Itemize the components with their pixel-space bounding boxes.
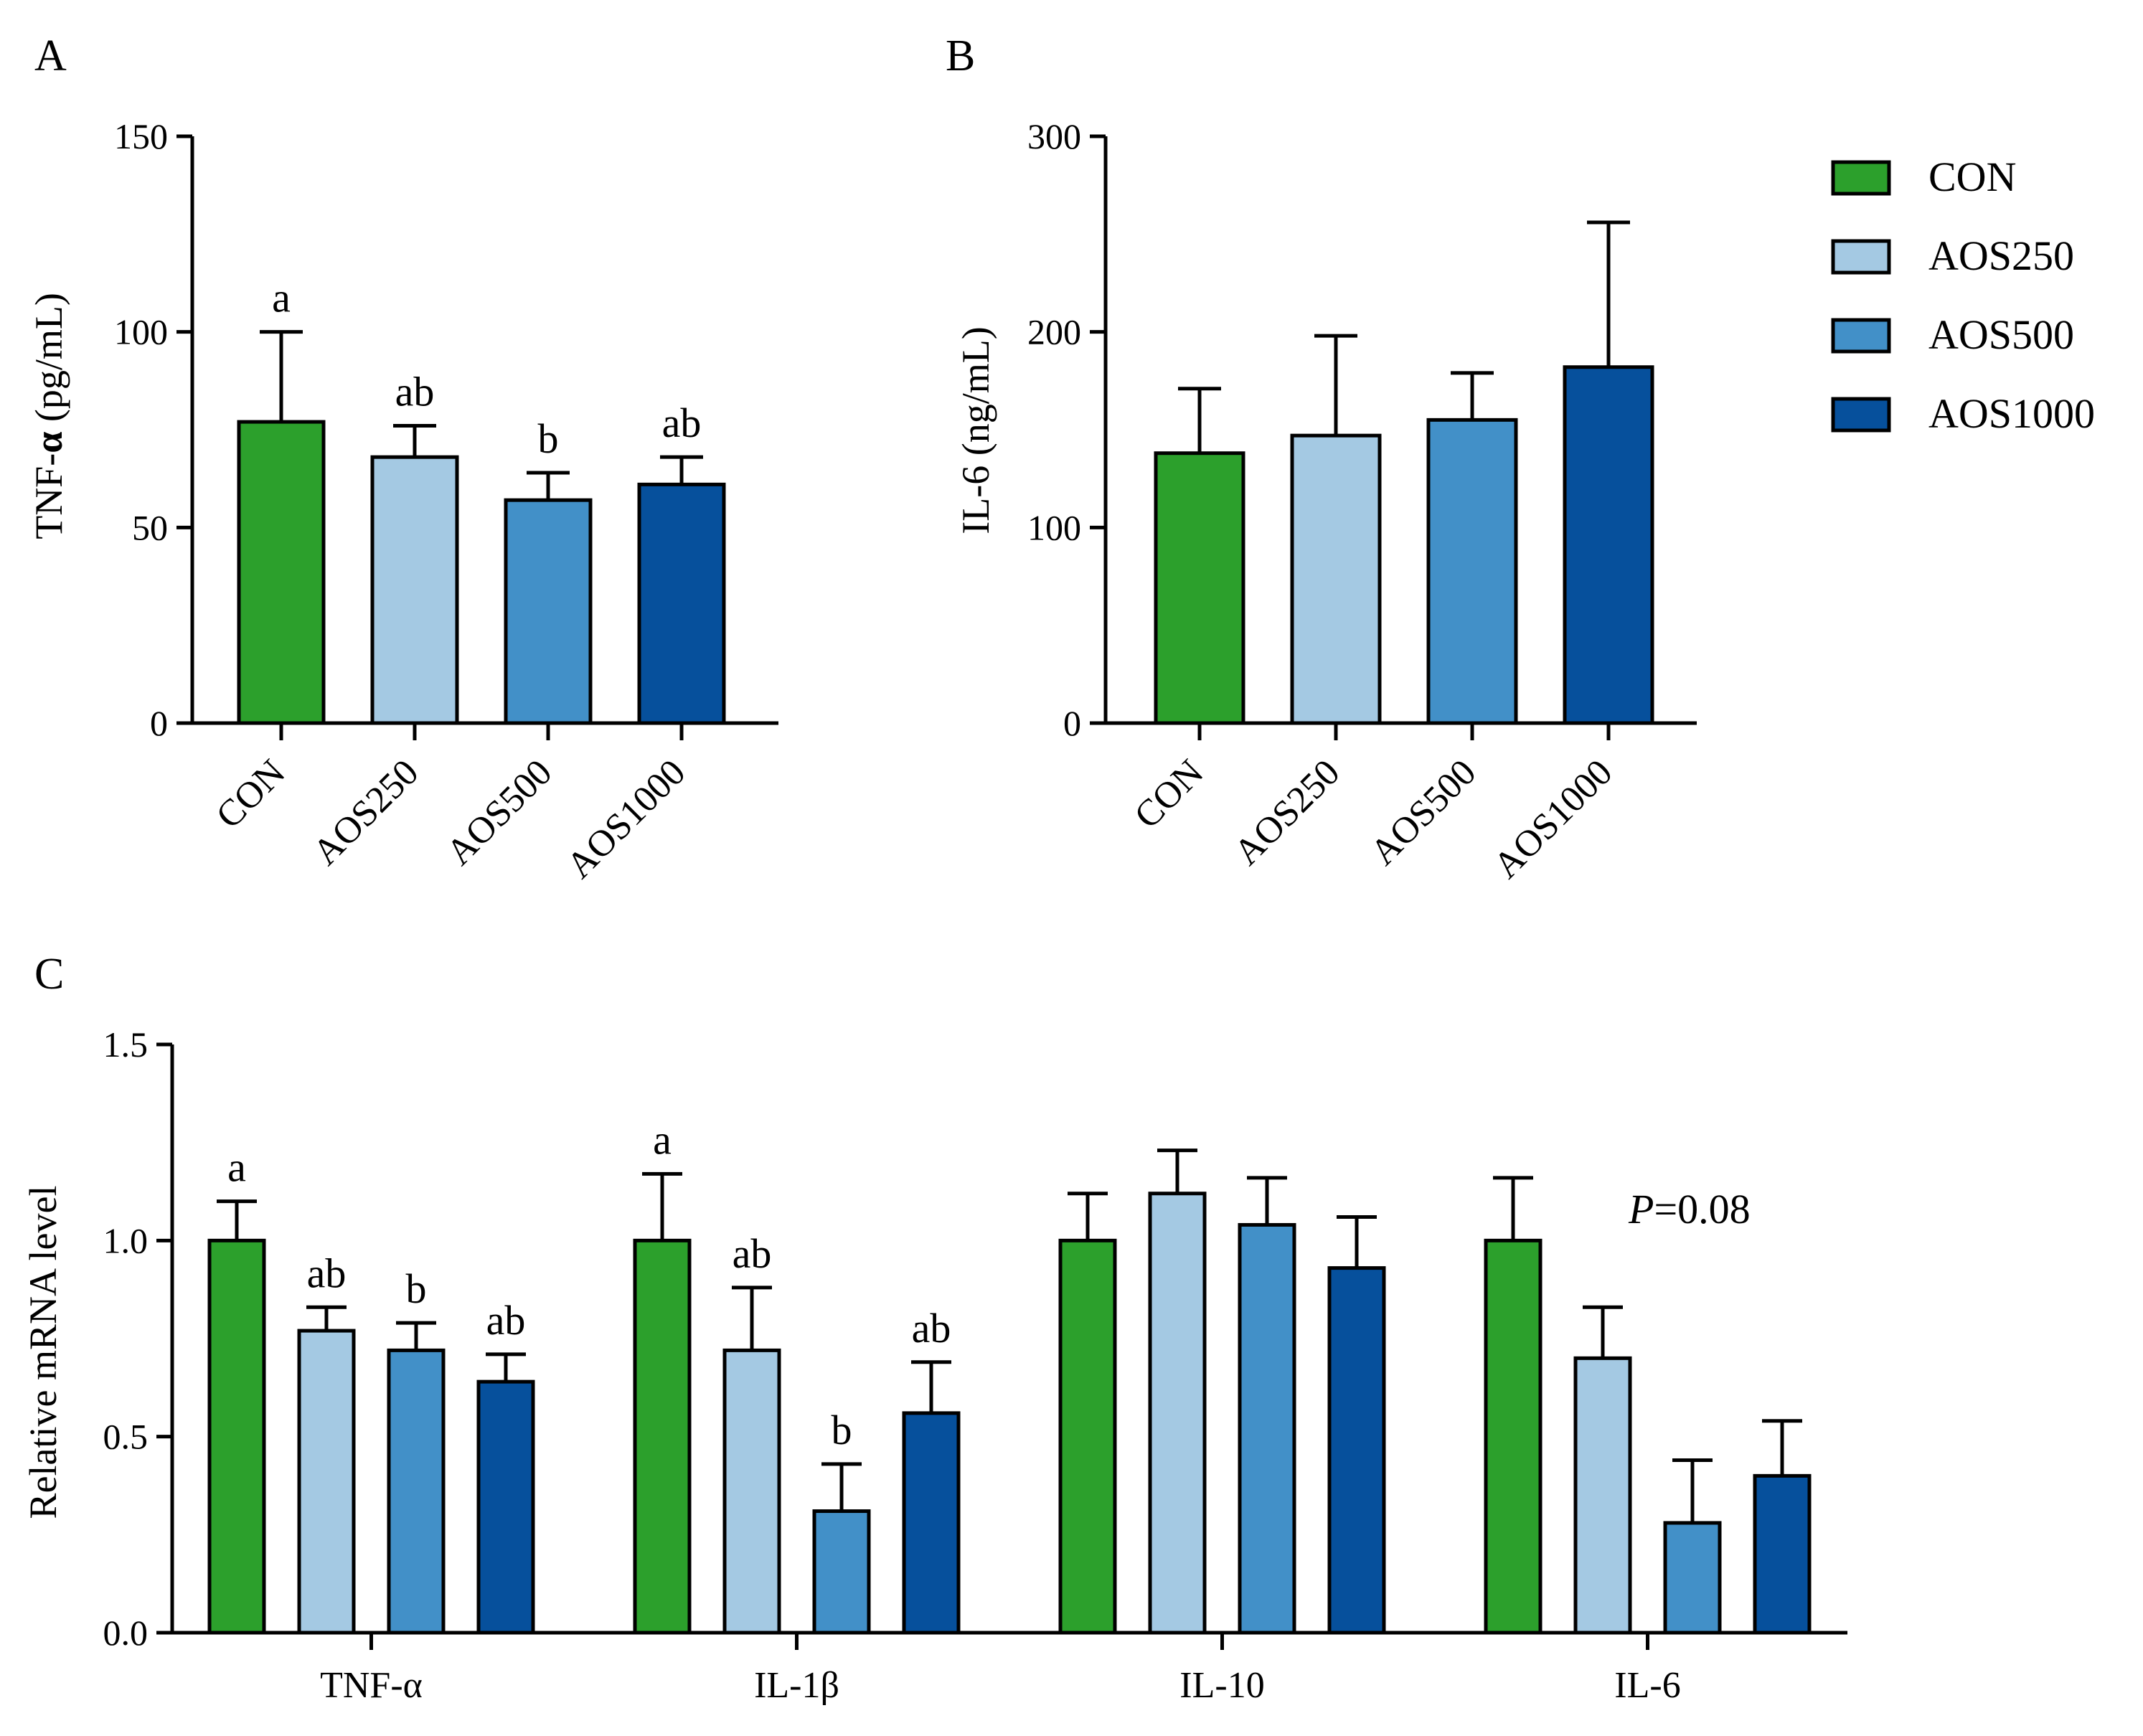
- legend-swatch-aos1000: [1831, 397, 1891, 433]
- panel-c-bar-con: [1484, 1238, 1543, 1635]
- panel-c-bar-aos250: [722, 1348, 781, 1635]
- legend-label-aos500: AOS500: [1928, 311, 2074, 358]
- legend-swatch-con: [1831, 160, 1891, 196]
- panel-a: A TNF-α (pg/mL) 0 50 100 150 CON a AOS250 ab AOS…: [27, 32, 778, 887]
- panel-c-y-tick-label: 0.5: [103, 1417, 149, 1457]
- panel-c-label: C: [34, 950, 64, 999]
- panel-a-bar-aos500: [504, 498, 593, 725]
- legend-label-aos250: AOS250: [1928, 232, 2074, 279]
- panel-b-x-tick-label: AOS500: [1362, 752, 1484, 873]
- panel-a-sig-label: b: [538, 415, 559, 462]
- panel-c-sig-label: a: [653, 1116, 672, 1163]
- panel-a-y-tick-label: 150: [114, 116, 168, 156]
- panel-c-bar-aos1000: [902, 1411, 961, 1635]
- panel-c-bar-aos250: [1573, 1356, 1632, 1635]
- panel-c-bar-aos1000: [476, 1379, 535, 1635]
- panel-b-y-label: IL-6 (ng/mL): [954, 326, 997, 534]
- p-value-symbol: P: [1628, 1186, 1654, 1232]
- legend-label-aos1000: AOS1000: [1928, 390, 2095, 437]
- p-value-annotation: P=0.08: [1628, 1186, 1751, 1232]
- panel-c-y-tick-label: 0.0: [103, 1613, 149, 1653]
- panel-a-sig-label: a: [272, 275, 291, 321]
- legend: CON AOS250 AOS500 AOS1000: [1831, 154, 2095, 437]
- panel-a-y-label-unit: (pg/mL): [27, 293, 70, 431]
- panel-b-x-tick-label: AOS1000: [1486, 752, 1620, 886]
- panel-c-x-tick-label: TNF-α: [320, 1665, 423, 1706]
- legend-label-con: CON: [1928, 154, 2016, 200]
- panel-c-bar-con: [207, 1238, 266, 1635]
- panel-c-x-tick-label: IL-6: [1614, 1665, 1680, 1706]
- panel-c: C Relative mRNA level P=0.08 0.0 0.5 1.0 1.…: [22, 950, 1847, 1706]
- panel-a-label: A: [34, 32, 67, 80]
- panel-a-y-label-prefix: TNF-: [27, 453, 70, 539]
- panel-c-bar-aos500: [1663, 1521, 1722, 1635]
- panel-b-bar-con: [1154, 451, 1245, 725]
- panel-c-y-tick-label: 1.5: [103, 1024, 149, 1065]
- panel-a-x-tick-label: AOS250: [305, 752, 426, 873]
- panel-c-bar-aos250: [1148, 1192, 1207, 1635]
- panel-a-sig-label: ab: [662, 400, 702, 446]
- panel-c-sig-label: a: [227, 1144, 246, 1191]
- panel-b-x-tick-label: AOS250: [1226, 752, 1347, 873]
- panel-c-y-tick-label: 1.0: [103, 1220, 149, 1260]
- panel-c-sig-label: b: [406, 1265, 427, 1312]
- panel-c-bar-aos250: [297, 1329, 356, 1635]
- panel-a-bar-aos1000: [637, 482, 726, 725]
- panel-b-bar-aos500: [1426, 418, 1518, 725]
- panel-b-y-tick-label: 200: [1027, 312, 1081, 352]
- panel-a-y-tick-label: 100: [114, 312, 168, 352]
- panel-b-x-tick-label: CON: [1127, 752, 1212, 836]
- panel-c-bar-con: [1058, 1238, 1117, 1635]
- panel-c-bar-aos500: [387, 1348, 446, 1635]
- legend-swatch-aos250: [1831, 239, 1891, 275]
- panel-a-sig-label: ab: [395, 369, 435, 415]
- panel-c-sig-label: b: [832, 1407, 852, 1453]
- panel-b: B IL-6 (ng/mL) 0 100 200 300 CON AOS250 AOS500…: [946, 32, 1697, 887]
- panel-c-bar-aos500: [812, 1509, 871, 1635]
- panel-c-bar-aos1000: [1753, 1473, 1812, 1635]
- panel-c-x-tick-label: IL-10: [1179, 1665, 1264, 1706]
- panel-a-y-label-symbol: α: [27, 432, 70, 453]
- panel-a-y-label: TNF-α (pg/mL): [27, 293, 70, 539]
- panel-a-y-tick-label: 0: [150, 703, 168, 743]
- panel-c-bar-aos500: [1238, 1222, 1296, 1635]
- panel-c-sig-label: ab: [307, 1250, 347, 1296]
- panel-c-bar-con: [633, 1238, 692, 1635]
- panel-c-y-label: Relative mRNA level: [22, 1186, 65, 1519]
- panel-b-y-tick-label: 0: [1063, 703, 1081, 743]
- panel-c-x-tick-label: IL-1β: [754, 1665, 839, 1706]
- panel-b-bar-aos1000: [1563, 365, 1654, 725]
- panel-a-bar-aos250: [370, 455, 459, 725]
- panel-b-y-tick-label: 300: [1027, 116, 1081, 156]
- panel-b-bar-aos250: [1290, 433, 1382, 725]
- panel-b-label: B: [946, 32, 975, 80]
- panel-c-sig-label: ab: [733, 1230, 772, 1277]
- panel-a-x-tick-label: AOS1000: [559, 752, 693, 886]
- panel-a-x-tick-label: CON: [209, 752, 293, 836]
- panel-c-sig-label: ab: [486, 1297, 526, 1344]
- legend-swatch-aos500: [1831, 318, 1891, 354]
- panel-c-bar-aos1000: [1327, 1266, 1386, 1635]
- panel-c-sig-label: ab: [912, 1305, 951, 1351]
- panel-a-y-tick-label: 50: [132, 507, 168, 547]
- panel-b-y-tick-label: 100: [1027, 507, 1081, 547]
- p-value-text: =0.08: [1654, 1186, 1750, 1232]
- panel-a-x-tick-label: AOS500: [438, 752, 560, 873]
- panel-a-bar-con: [237, 420, 326, 725]
